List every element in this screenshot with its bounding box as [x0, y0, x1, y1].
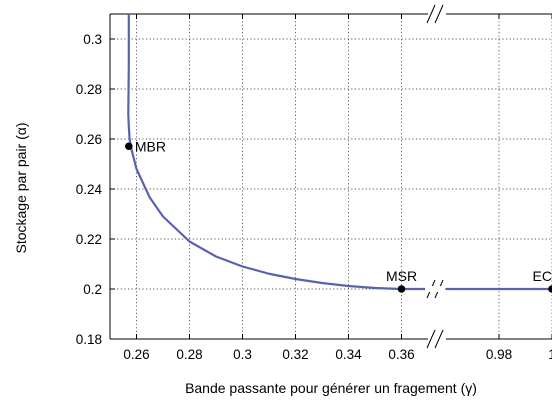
x-tick-label: 0.26 — [123, 347, 149, 362]
axis-break-mark — [426, 4, 436, 24]
series-break-gap — [425, 286, 445, 292]
x-tick-label: 0.36 — [388, 347, 414, 362]
y-tick-label: 0.18 — [76, 332, 102, 347]
y-tick-label: 0.3 — [83, 32, 102, 47]
axis-break-mark — [426, 329, 436, 349]
x-tick-label: 0.34 — [335, 347, 362, 362]
y-tick-label: 0.24 — [76, 182, 103, 197]
tick-labels: 0.18 0.2 0.22 0.24 0.26 0.28 0.3 0.26 0.28 0.3 0.3… — [76, 32, 552, 362]
axes — [109, 4, 552, 349]
y-tick-label: 0.28 — [76, 82, 102, 97]
x-tick-label: 1 — [548, 347, 552, 362]
y-tick-label: 0.22 — [76, 232, 102, 247]
series-layer — [127, 14, 552, 292]
x-tick-label: 0.98 — [486, 347, 512, 362]
y-tick-label: 0.2 — [83, 282, 102, 297]
grid — [110, 14, 552, 339]
axis-break-mark — [434, 4, 444, 24]
point-label: EC — [533, 268, 552, 284]
point-label: MSR — [386, 268, 417, 284]
x-axis-label: Bande passante pour générer un fragement… — [185, 380, 477, 396]
x-tick-label: 0.3 — [233, 347, 252, 362]
markers-layer: MBR MSR EC — [125, 138, 552, 293]
series-line — [127, 14, 428, 291]
y-axis-label: Stockage par pair (α) — [13, 122, 29, 253]
point-marker — [397, 285, 406, 293]
point-marker — [125, 142, 133, 151]
axis-break-mark — [434, 329, 444, 349]
x-tick-label: 0.28 — [176, 347, 202, 362]
y-tick-label: 0.26 — [76, 132, 102, 147]
x-tick-label: 0.32 — [282, 347, 308, 362]
point-marker — [548, 285, 552, 293]
point-label: MBR — [135, 138, 166, 154]
